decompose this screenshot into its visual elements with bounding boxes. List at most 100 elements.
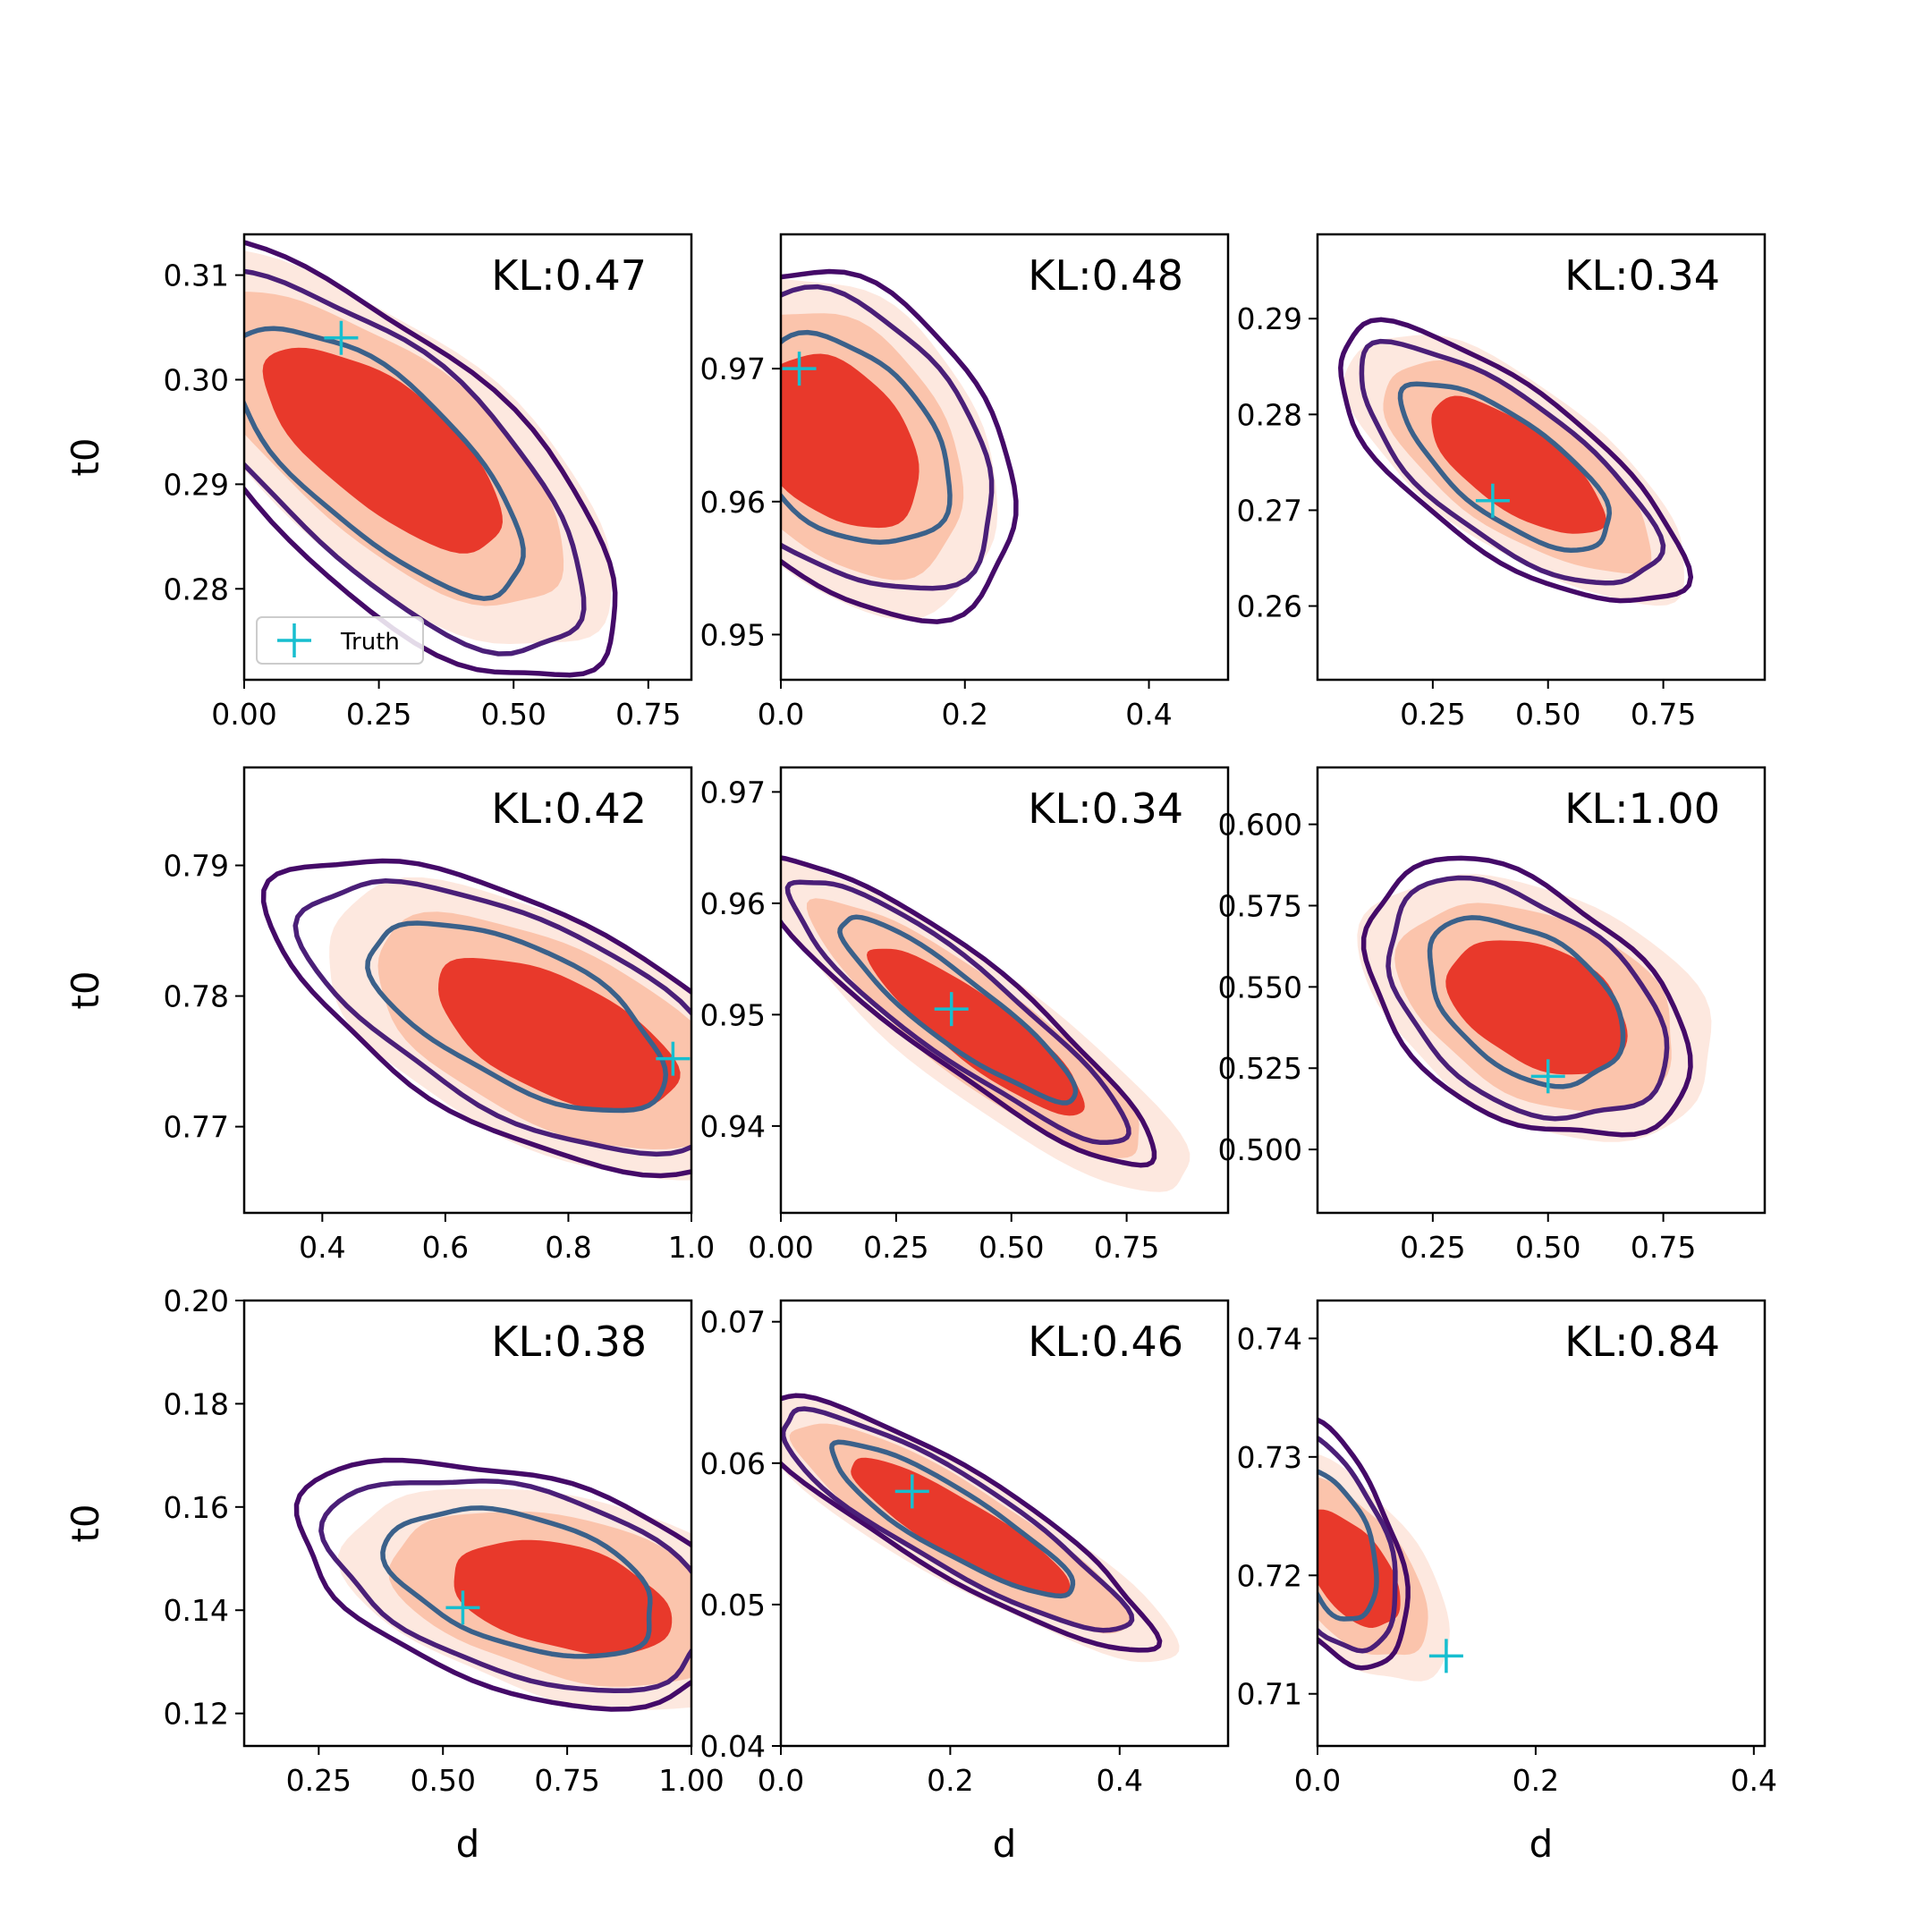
y-tick-label: 0.05: [700, 1588, 766, 1623]
x-tick-label: 0.25: [1400, 1230, 1465, 1265]
truth-marker: [324, 320, 359, 355]
plot-area: [293, 1457, 691, 1712]
x-tick-label: 0.50: [480, 697, 546, 732]
y-tick-label: 0.95: [700, 997, 766, 1032]
plot-area: [781, 268, 1019, 624]
posterior-contour-outer: [293, 1457, 691, 1712]
axes-frame: [242, 766, 693, 1215]
kl-annotation: KL:0.47: [491, 251, 647, 300]
kl-annotation: KL:0.46: [1028, 1318, 1183, 1366]
panel-4: 0.4 0.6 0.8 1.0 0.77 0.78 0.79 KL:0.42 t0: [64, 766, 715, 1265]
y-tick-label: 0.28: [1237, 397, 1302, 432]
panel-6: 0.25 0.50 0.75 0.500 0.525 0.550 0.575 0.600 KL:…: [1218, 766, 1767, 1265]
y-tick-label: 0.31: [164, 258, 229, 293]
plot-area: [1338, 317, 1694, 606]
truth-marker: [1475, 483, 1510, 518]
x-tick-label: 0.25: [286, 1763, 352, 1798]
posterior-contour-inner: [1427, 915, 1626, 1089]
y-tick-label: 0.78: [164, 979, 229, 1014]
axes-frame: [779, 766, 1230, 1215]
reference-fill-inner: [453, 1539, 673, 1656]
x-tick-label: 0.25: [346, 697, 411, 732]
kl-annotation: KL:1.00: [1564, 784, 1720, 833]
y-tick-label: 0.74: [1237, 1321, 1302, 1356]
x-tick-label: 0.50: [1515, 1230, 1580, 1265]
posterior-contour-outer: [781, 268, 1019, 624]
x-tick-label: 0.8: [545, 1230, 591, 1265]
legend: Truth: [256, 616, 424, 665]
posterior-contour-inner: [781, 329, 953, 545]
y-tick-label: 0.18: [164, 1386, 229, 1421]
posterior-contour-inner: [829, 1439, 1076, 1599]
reference-fill-inner: [1431, 395, 1606, 534]
panel-9: 0.0 0.2 0.4 0.71 0.72 0.73 0.74 KL:0.84 d: [1237, 1299, 1777, 1866]
x-tick-label: 0.00: [748, 1230, 813, 1265]
x-tick-label: 0.2: [927, 1763, 973, 1798]
posterior-contour-inner: [837, 914, 1079, 1106]
x-tick-label: 0.2: [1513, 1763, 1559, 1798]
y-tick-label: 0.30: [164, 362, 229, 397]
x-tick-label: 0.4: [1731, 1763, 1777, 1798]
y-tick-label: 0.525: [1218, 1051, 1302, 1086]
posterior-contour-mid: [781, 284, 995, 591]
y-tick-label: 0.26: [1237, 589, 1302, 624]
truth-marker: [445, 1590, 480, 1625]
y-tick-label: 0.500: [1218, 1132, 1302, 1167]
y-axis-label: t0: [64, 437, 107, 476]
kl-annotation: KL:0.42: [491, 784, 647, 833]
x-tick-label: 0.0: [1294, 1763, 1341, 1798]
plot-area: [244, 240, 618, 678]
posterior-contour-mid: [1385, 875, 1670, 1122]
plot-area: [1357, 855, 1712, 1142]
y-tick-label: 0.95: [700, 617, 766, 652]
plot-area: [781, 1393, 1180, 1663]
reference-fill-inner: [438, 958, 681, 1111]
x-tick-label: 0.50: [410, 1763, 475, 1798]
x-tick-label: 0.25: [1400, 697, 1465, 732]
posterior-contour-mid: [292, 878, 691, 1157]
posterior-contour-outer: [1338, 317, 1694, 604]
y-tick-label: 0.77: [164, 1110, 229, 1145]
x-tick-label: 0.4: [299, 1230, 345, 1265]
y-tick-label: 0.12: [164, 1697, 229, 1732]
truth-marker: [782, 352, 817, 386]
axes-frame: [242, 233, 693, 682]
truth-marker: [934, 992, 969, 1027]
posterior-contour-outer: [781, 1393, 1163, 1653]
reference-fill-inner: [1318, 1509, 1401, 1628]
x-axis-label: d: [993, 1822, 1017, 1866]
y-tick-label: 0.27: [1237, 493, 1302, 528]
x-tick-label: 0.75: [1631, 697, 1696, 732]
axes-frame: [242, 1299, 693, 1748]
posterior-contour-mid: [781, 1406, 1135, 1633]
x-tick-label: 0.4: [1097, 1763, 1143, 1798]
truth-marker: [1530, 1059, 1565, 1094]
axes-frame: [1316, 233, 1767, 682]
x-tick-label: 0.6: [422, 1230, 469, 1265]
x-tick-label: 0.75: [1631, 1230, 1696, 1265]
y-tick-label: 0.600: [1218, 808, 1302, 843]
truth-marker: [656, 1041, 691, 1076]
kl-annotation: KL:0.38: [491, 1318, 647, 1366]
x-tick-label: 0.50: [979, 1230, 1044, 1265]
x-tick-label: 0.75: [534, 1763, 599, 1798]
kl-annotation: KL:0.34: [1028, 784, 1183, 833]
y-tick-label: 0.79: [164, 849, 229, 884]
posterior-contour-outer: [1360, 855, 1693, 1138]
y-axis-label: t0: [64, 1504, 107, 1542]
reference-fill-inner: [867, 948, 1085, 1116]
plot-area: [781, 855, 1191, 1192]
plot-area: [260, 858, 691, 1181]
x-tick-label: 0.0: [758, 697, 804, 732]
x-tick-label: 0.75: [615, 697, 681, 732]
x-tick-label: 0.2: [942, 697, 988, 732]
x-tick-label: 0.4: [1125, 697, 1172, 732]
posterior-contour-mid: [1359, 338, 1666, 586]
y-tick-label: 0.575: [1218, 888, 1302, 923]
x-tick-label: 0.50: [1515, 697, 1580, 732]
panel-8: 0.0 0.2 0.4 0.04 0.05 0.06 0.07 KL:0.46 d: [700, 1299, 1230, 1866]
kl-annotation: KL:0.34: [1564, 251, 1720, 300]
posterior-contour-outer: [1318, 1417, 1411, 1671]
y-tick-label: 0.28: [164, 572, 229, 606]
posterior-contour-outer: [781, 855, 1157, 1168]
